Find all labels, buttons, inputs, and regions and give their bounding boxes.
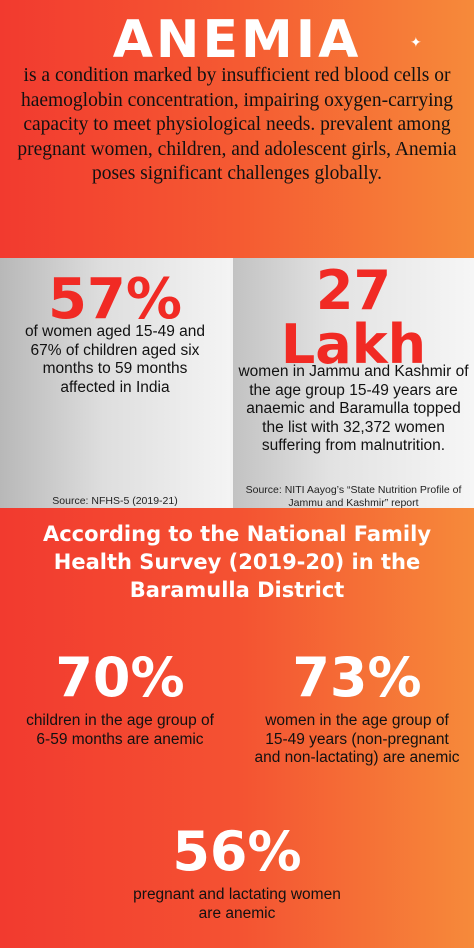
jk-stat-value-unit: Lakh [280, 313, 427, 376]
jk-stat-panel: 27 Lakh women in Jammu and Kashmir of th… [233, 258, 474, 509]
survey-heading: According to the National Family Health … [42, 522, 432, 602]
india-stat-panel: 57% of women aged 15-49 and 67% of child… [0, 258, 230, 508]
survey-stat-value: 56% [172, 820, 302, 883]
survey-stat-text: pregnant and lactating women are anemic [133, 886, 341, 922]
survey-stat-text: children in the age group of 6-59 months… [26, 712, 214, 748]
survey-stat-pregnant: 56% pregnant and lactating women are ane… [120, 822, 354, 923]
survey-stat-value: 70% [55, 646, 185, 709]
intro-text: is a condition marked by insufficient re… [17, 65, 457, 184]
jk-stat-value-number: 27 [315, 259, 392, 322]
survey-stat-text: women in the age group of 15-49 years (n… [254, 712, 460, 766]
india-stat-text: of women aged 15-49 and 67% of children … [24, 323, 206, 396]
survey-stat-value: 73% [292, 646, 422, 709]
survey-section: According to the National Family Health … [0, 508, 474, 948]
india-stat-value: 57% [47, 267, 183, 332]
india-stat-source: Source: NFHS-5 (2019-21) [52, 495, 178, 507]
panel-divider [230, 258, 233, 508]
intro-section: ANEMIA ✦ is a condition marked by insuff… [0, 0, 474, 258]
survey-stat-children: 70% children in the age group of 6-59 mo… [20, 648, 220, 749]
survey-stat-women: 73% women in the age group of 15-49 year… [252, 648, 462, 768]
jk-stat-text: women in Jammu and Kashmir of the age gr… [238, 363, 469, 455]
page-title: ANEMIA [112, 10, 362, 70]
sparkle-icon: ✦ [410, 34, 422, 50]
jk-stat-source: Source: NITI Aayog’s “State Nutrition Pr… [245, 484, 462, 509]
